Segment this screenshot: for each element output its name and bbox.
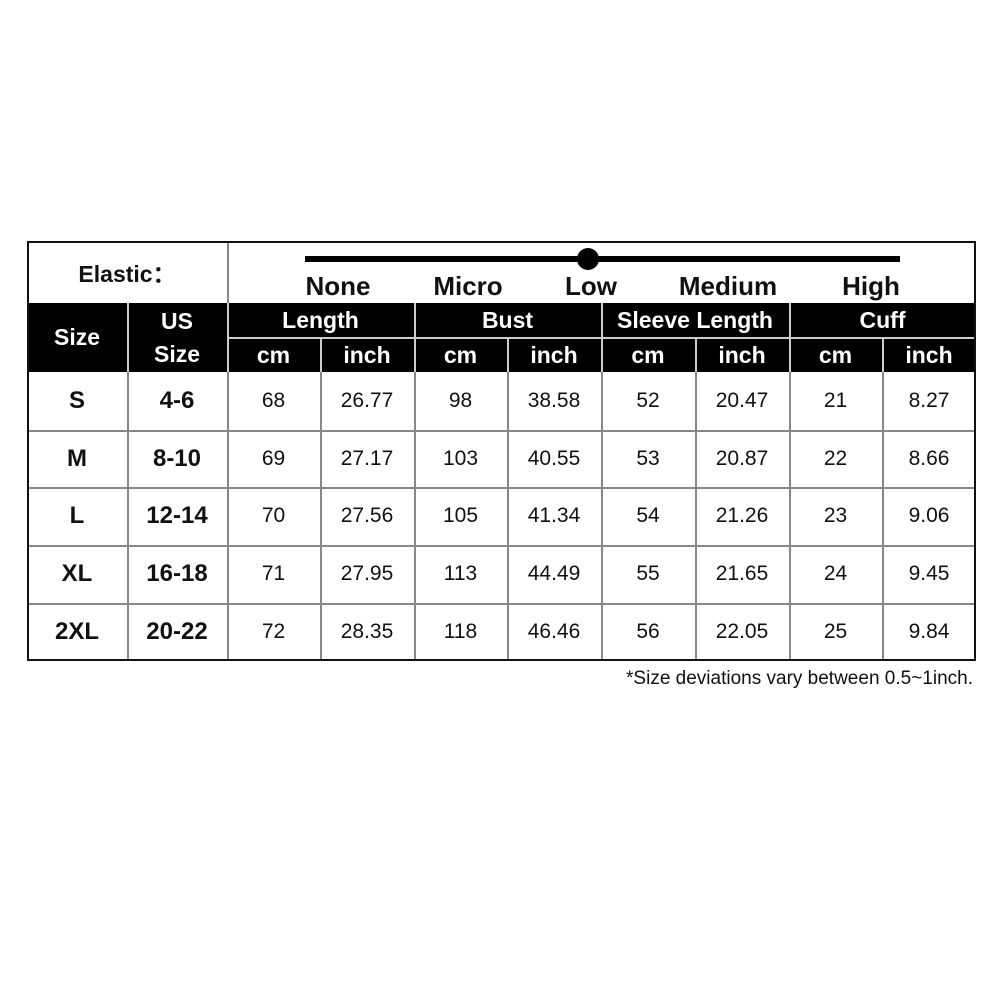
measurement-cell: 27.17: [340, 446, 394, 470]
measurement-cell: 71: [261, 562, 286, 585]
header-us-size-text: Size: [153, 340, 201, 367]
header-group-length: Length: [227, 303, 414, 338]
measurement-cell: 55: [636, 562, 660, 585]
elastic-level-low: Low: [565, 271, 617, 301]
header-group-sleeve-length: Sleeve Length: [601, 303, 789, 338]
measurement-cell: 22.05: [715, 620, 769, 643]
header-unit: cm: [414, 338, 507, 372]
measurement-cell: 22: [823, 446, 848, 470]
measurement-cell: 40.55: [527, 446, 581, 470]
size-cell: S: [68, 387, 85, 414]
size-cell: L: [69, 502, 85, 529]
elastic-scale-bar: [305, 256, 900, 262]
measurement-cell: 23: [823, 504, 848, 527]
header-unit: inch: [507, 338, 601, 372]
header-group-cuff: Cuff: [789, 303, 976, 338]
header-unit: inch: [320, 338, 414, 372]
measurement-cell: 28.35: [340, 620, 394, 643]
size-cell: M: [67, 444, 87, 472]
header-unit: inch: [695, 338, 789, 372]
size-cell: 2XL: [54, 618, 99, 645]
us-size-cell: 8-10: [152, 444, 202, 472]
us-size-cell: 12-14: [146, 502, 208, 529]
elastic-level-medium: Medium: [678, 271, 778, 301]
measurement-cell: 68: [261, 389, 286, 412]
measurement-cell: 44.49: [527, 562, 581, 585]
measurement-cell: 98: [448, 389, 473, 412]
measurement-cell: 56: [636, 620, 660, 643]
measurement-cell: 69: [261, 446, 286, 470]
measurement-cell: 26.77: [340, 389, 394, 412]
measurement-cell: 27.95: [340, 562, 394, 585]
elastic-level-high: High: [842, 271, 900, 301]
size-cell: XL: [61, 560, 93, 587]
measurement-cell: 72: [261, 620, 286, 643]
header-unit: inch: [882, 338, 976, 372]
measurement-cell: 9.84: [908, 620, 950, 643]
elastic-selected-marker: [577, 248, 599, 270]
measurement-cell: 21.65: [715, 562, 769, 585]
size-note: *Size deviations vary between 0.5~1inch.: [626, 668, 973, 689]
measurement-cell: 70: [261, 504, 286, 527]
measurement-cell: 9.06: [908, 504, 950, 527]
header-us-size-text: US: [161, 307, 193, 334]
us-size-cell: 4-6: [159, 387, 195, 414]
measurement-cell: 9.45: [908, 562, 950, 585]
header-unit: cm: [601, 338, 695, 372]
us-size-cell: 16-18: [146, 560, 208, 587]
measurement-cell: 21: [823, 389, 848, 412]
elastic-label: Elastic：: [78, 261, 176, 287]
measurement-cell: 20.47: [715, 389, 769, 412]
measurement-cell: 118: [443, 620, 478, 643]
measurement-cell: 54: [636, 504, 660, 527]
measurement-cell: 53: [636, 446, 660, 470]
measurement-cell: 41.34: [527, 504, 581, 527]
us-size-cell: 20-22: [146, 618, 208, 645]
measurement-cell: 25: [823, 620, 848, 643]
measurement-cell: 24: [823, 562, 848, 585]
measurement-cell: 8.27: [908, 389, 950, 412]
measurement-cell: 52: [636, 389, 660, 412]
header-unit: cm: [789, 338, 882, 372]
measurement-cell: 46.46: [527, 620, 581, 643]
measurement-cell: 105: [442, 504, 479, 527]
header-unit: cm: [227, 338, 320, 372]
header-size: Size: [27, 303, 127, 372]
measurement-cell: 113: [443, 562, 478, 585]
measurement-cell: 21.26: [715, 504, 769, 527]
measurement-cell: 103: [442, 446, 479, 470]
measurement-cell: 20.87: [715, 446, 769, 470]
measurement-cell: 38.58: [527, 389, 581, 412]
elastic-level-none: None: [305, 271, 371, 301]
measurement-cell: 27.56: [340, 504, 394, 527]
table-border: [27, 241, 976, 661]
measurement-cell: 8.66: [908, 446, 950, 470]
elastic-level-micro: Micro: [433, 271, 503, 301]
header-group-bust: Bust: [414, 303, 601, 338]
header-us-size: US Size: [127, 303, 227, 372]
